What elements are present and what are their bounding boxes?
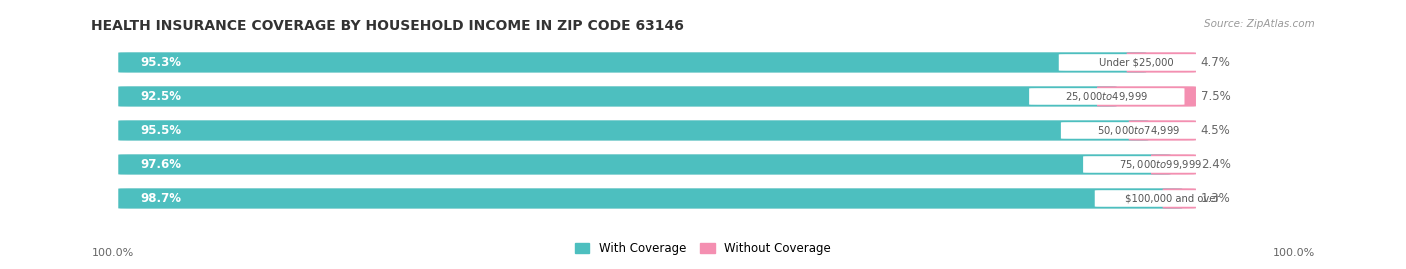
FancyBboxPatch shape bbox=[118, 86, 1116, 107]
FancyBboxPatch shape bbox=[1163, 188, 1197, 209]
FancyBboxPatch shape bbox=[118, 52, 1146, 73]
FancyBboxPatch shape bbox=[118, 154, 1171, 175]
FancyBboxPatch shape bbox=[118, 120, 1197, 141]
FancyBboxPatch shape bbox=[1097, 86, 1197, 107]
Text: 95.5%: 95.5% bbox=[141, 124, 181, 137]
Text: 98.7%: 98.7% bbox=[141, 192, 181, 205]
Text: Source: ZipAtlas.com: Source: ZipAtlas.com bbox=[1204, 19, 1315, 29]
FancyBboxPatch shape bbox=[118, 188, 1182, 209]
FancyBboxPatch shape bbox=[1126, 52, 1197, 73]
FancyBboxPatch shape bbox=[1059, 54, 1215, 71]
Text: $75,000 to $99,999: $75,000 to $99,999 bbox=[1119, 158, 1202, 171]
FancyBboxPatch shape bbox=[118, 86, 1197, 107]
FancyBboxPatch shape bbox=[1129, 120, 1197, 141]
Text: $100,000 and over: $100,000 and over bbox=[1125, 193, 1219, 203]
FancyBboxPatch shape bbox=[118, 120, 1149, 141]
Legend: With Coverage, Without Coverage: With Coverage, Without Coverage bbox=[571, 237, 835, 260]
Text: 4.7%: 4.7% bbox=[1201, 56, 1230, 69]
FancyBboxPatch shape bbox=[1083, 156, 1239, 173]
Text: 97.6%: 97.6% bbox=[141, 158, 181, 171]
Text: 1.3%: 1.3% bbox=[1201, 192, 1230, 205]
FancyBboxPatch shape bbox=[1152, 154, 1197, 175]
Text: 7.5%: 7.5% bbox=[1201, 90, 1230, 103]
Text: 95.3%: 95.3% bbox=[141, 56, 181, 69]
FancyBboxPatch shape bbox=[118, 154, 1197, 175]
Text: 2.4%: 2.4% bbox=[1201, 158, 1230, 171]
Text: Under $25,000: Under $25,000 bbox=[1099, 58, 1174, 68]
Text: $50,000 to $74,999: $50,000 to $74,999 bbox=[1097, 124, 1180, 137]
Text: 100.0%: 100.0% bbox=[91, 248, 134, 258]
FancyBboxPatch shape bbox=[118, 188, 1197, 209]
Text: $25,000 to $49,999: $25,000 to $49,999 bbox=[1066, 90, 1149, 103]
Text: 92.5%: 92.5% bbox=[141, 90, 181, 103]
Text: HEALTH INSURANCE COVERAGE BY HOUSEHOLD INCOME IN ZIP CODE 63146: HEALTH INSURANCE COVERAGE BY HOUSEHOLD I… bbox=[91, 19, 685, 33]
FancyBboxPatch shape bbox=[118, 52, 1197, 73]
FancyBboxPatch shape bbox=[1095, 190, 1250, 207]
FancyBboxPatch shape bbox=[1029, 88, 1184, 105]
Text: 4.5%: 4.5% bbox=[1201, 124, 1230, 137]
Text: 100.0%: 100.0% bbox=[1272, 248, 1315, 258]
FancyBboxPatch shape bbox=[1062, 122, 1216, 139]
